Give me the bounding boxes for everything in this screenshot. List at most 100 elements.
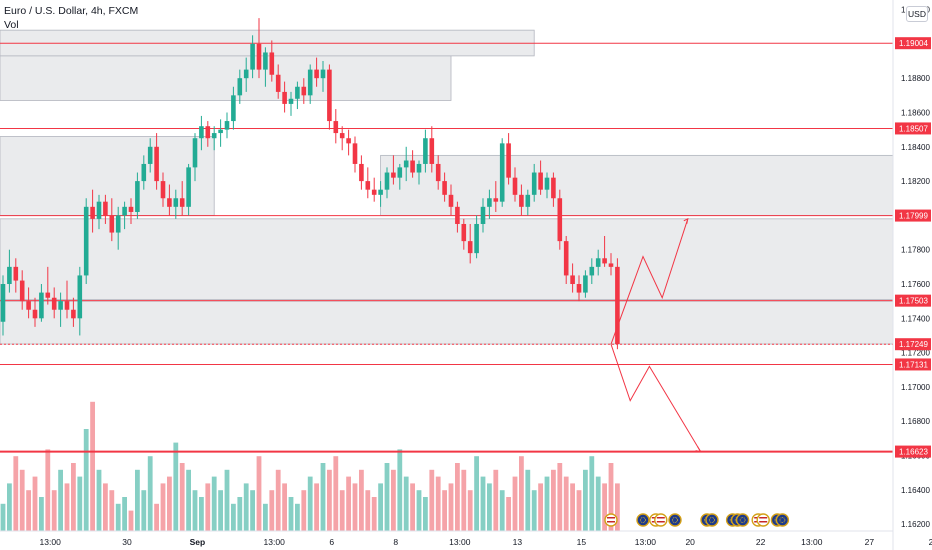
candle-body bbox=[314, 69, 319, 79]
volume-bar bbox=[45, 449, 51, 531]
y-tick-label: 1.18400 bbox=[901, 143, 930, 152]
volume-bar bbox=[199, 497, 204, 531]
volume-bar bbox=[135, 469, 140, 531]
candle-body bbox=[538, 172, 543, 190]
volume-bar bbox=[583, 469, 588, 531]
candle-body bbox=[551, 177, 556, 199]
volume-bar bbox=[224, 469, 230, 531]
volume-bar bbox=[589, 456, 595, 531]
x-tick-label: 13:00 bbox=[801, 537, 823, 547]
price-level-tag bbox=[895, 338, 931, 351]
candle-body bbox=[39, 292, 44, 319]
us-flag-stripe bbox=[759, 517, 768, 519]
eu-flag-icon bbox=[775, 513, 790, 527]
volume-bar bbox=[314, 483, 319, 531]
candle-body bbox=[282, 91, 287, 104]
us-flag-icon bbox=[654, 513, 668, 527]
candle-body bbox=[333, 121, 339, 134]
candle-body bbox=[122, 206, 127, 216]
candle-body bbox=[96, 201, 102, 219]
volume-bar bbox=[7, 483, 12, 531]
volume-bar bbox=[615, 483, 620, 531]
volume-bar bbox=[77, 476, 83, 531]
volume-bar bbox=[90, 401, 95, 531]
candle-body bbox=[346, 138, 351, 144]
price-level-label: 1.17131 bbox=[899, 360, 928, 369]
volume-bar bbox=[173, 442, 179, 531]
candle-body bbox=[83, 206, 89, 276]
x-tick-label: Sep bbox=[190, 537, 206, 547]
volume-bar bbox=[211, 476, 217, 531]
candle-body bbox=[403, 160, 409, 168]
x-tick-label: 13:00 bbox=[449, 537, 471, 547]
candle-body bbox=[448, 194, 454, 207]
price-level-label: 1.16623 bbox=[899, 448, 928, 457]
eu-stars bbox=[672, 517, 678, 523]
volume-bar bbox=[96, 469, 102, 531]
volume-bar bbox=[64, 483, 70, 531]
x-tick-label: 13:00 bbox=[40, 537, 62, 547]
us-flag-icon bbox=[604, 513, 618, 527]
candle-body bbox=[250, 43, 255, 70]
volume-bar bbox=[378, 483, 383, 531]
volume-bar bbox=[295, 503, 300, 531]
volume-bar bbox=[205, 483, 211, 531]
volume-bar bbox=[58, 469, 63, 531]
volume-bar bbox=[455, 463, 460, 531]
volume-bar bbox=[499, 490, 505, 531]
x-tick-label: 20 bbox=[685, 537, 695, 547]
volume-bar bbox=[397, 449, 403, 531]
us-flag-stripe bbox=[607, 517, 615, 519]
candle-body bbox=[167, 198, 172, 207]
candle-body bbox=[423, 138, 428, 164]
us-flag-stripe bbox=[607, 521, 615, 523]
us-flag-stripe bbox=[656, 517, 665, 519]
y-tick-label: 1.17200 bbox=[901, 349, 930, 358]
volume-bar bbox=[109, 490, 115, 531]
volume-bar bbox=[263, 503, 268, 531]
price-level-label: 1.17503 bbox=[899, 297, 928, 306]
y-tick-label: 1.18200 bbox=[901, 177, 930, 186]
candle-body bbox=[487, 198, 492, 207]
supply-demand-zones bbox=[0, 29, 932, 345]
candle-body bbox=[371, 189, 377, 195]
candle-body bbox=[608, 263, 614, 267]
candle-body bbox=[576, 284, 582, 293]
candle-body bbox=[218, 129, 223, 134]
volume-bars bbox=[0, 401, 620, 531]
candle-body bbox=[583, 275, 588, 293]
candle-body bbox=[77, 275, 83, 319]
candle-body bbox=[602, 258, 607, 264]
volume-bar bbox=[115, 503, 121, 531]
price-level-tag bbox=[895, 445, 931, 458]
candle-body bbox=[51, 297, 57, 310]
volume-bar bbox=[186, 469, 191, 531]
price-axis-background bbox=[893, 0, 932, 550]
volume-indicator-label[interactable]: Vol bbox=[4, 19, 19, 31]
candle-body bbox=[71, 309, 76, 319]
candle-body bbox=[0, 284, 6, 322]
y-tick-label: 1.17400 bbox=[901, 314, 930, 323]
price-level-tag bbox=[895, 358, 931, 371]
currency-button[interactable]: USD bbox=[906, 6, 928, 22]
eu-flag-icon bbox=[735, 513, 750, 527]
candle-body bbox=[391, 172, 396, 178]
candle-body bbox=[263, 52, 268, 70]
x-axis-ticks: 13:00 30 Sep 13:00 6 8 13:00 13 15 13:00 20 22 13:00… bbox=[40, 537, 932, 547]
volume-bar bbox=[365, 490, 371, 531]
candle-body bbox=[199, 126, 204, 139]
candle-body bbox=[461, 223, 467, 242]
price-level-tag bbox=[895, 209, 931, 222]
projection-paths bbox=[610, 217, 702, 453]
volume-bar bbox=[192, 490, 198, 531]
candle-body bbox=[493, 198, 499, 202]
candle-body bbox=[563, 241, 569, 276]
volume-bar bbox=[250, 490, 255, 531]
candle-body bbox=[295, 86, 300, 99]
volume-bar bbox=[551, 469, 556, 531]
volume-bar bbox=[288, 497, 294, 531]
y-tick-label: 1.18600 bbox=[901, 108, 930, 117]
chart-header: Euro / U.S. Dollar, 4h, FXCM Vol bbox=[4, 4, 138, 32]
volume-bar bbox=[83, 429, 89, 531]
